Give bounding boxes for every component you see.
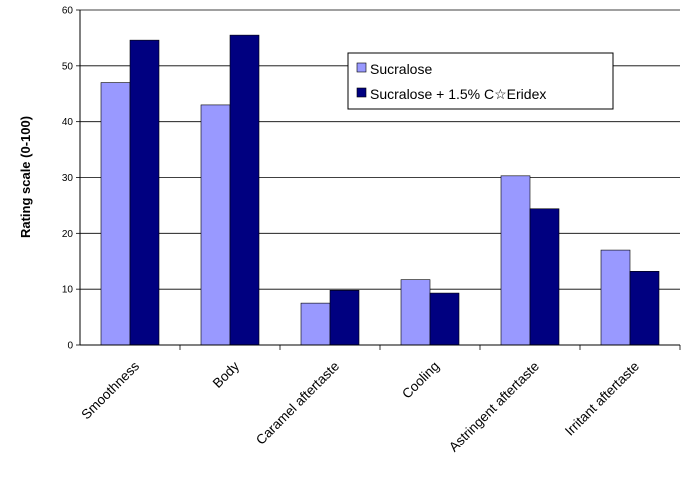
y-tick-label: 50 — [62, 61, 74, 72]
category-label-irritant-aftertaste: Irritant aftertaste — [562, 359, 642, 439]
y-tick-labels: 0 10 20 30 40 50 60 — [62, 6, 74, 352]
bar-irritant-aftertaste-series-0 — [600, 249, 631, 346]
y-tick-label: 20 — [62, 229, 74, 240]
category-label-caramel-aftertaste: Caramel aftertaste — [253, 359, 342, 448]
bar-body-series-1 — [229, 34, 260, 346]
bar-astringent-aftertaste-series-0 — [500, 175, 531, 346]
legend: Sucralose Sucralose + 1.5% C☆Eridex — [347, 52, 614, 110]
legend-label-sucralose: Sucralose — [370, 61, 432, 77]
gridlines — [80, 9, 680, 290]
y-tick-label: 0 — [67, 341, 73, 352]
bar-smoothness-series-0 — [100, 82, 131, 346]
category-label-astringent-aftertaste: Astringent aftertaste — [446, 359, 542, 455]
category-label-body: Body — [210, 358, 243, 391]
y-tick-label: 60 — [62, 6, 74, 17]
y-tick-label: 40 — [62, 117, 74, 128]
legend-label-sucralose-eridex: Sucralose + 1.5% C☆Eridex — [370, 86, 546, 102]
bar-caramel-aftertaste-series-0 — [300, 302, 331, 346]
y-axis-label: Rating scale (0-100) — [18, 116, 33, 238]
bars — [100, 34, 660, 346]
y-tick-label: 30 — [62, 173, 74, 184]
bar-astringent-aftertaste-series-1 — [529, 208, 560, 346]
bar-smoothness-series-1 — [129, 39, 160, 346]
category-label-smoothness: Smoothness — [78, 358, 142, 422]
axes — [76, 9, 681, 350]
legend-swatch-sucralose — [356, 62, 367, 73]
legend-box — [347, 52, 614, 110]
bar-irritant-aftertaste-series-1 — [629, 270, 660, 346]
category-labels: Smoothness Body Caramel aftertaste Cooling A… — [78, 358, 642, 454]
legend-swatch-sucralose-eridex — [356, 87, 367, 98]
bar-caramel-aftertaste-series-1 — [329, 289, 360, 346]
y-tick-label: 10 — [62, 285, 74, 296]
bar-cooling-series-1 — [429, 292, 460, 346]
bar-body-series-0 — [200, 104, 231, 346]
bar-cooling-series-0 — [400, 279, 431, 346]
category-label-cooling: Cooling — [399, 359, 442, 402]
